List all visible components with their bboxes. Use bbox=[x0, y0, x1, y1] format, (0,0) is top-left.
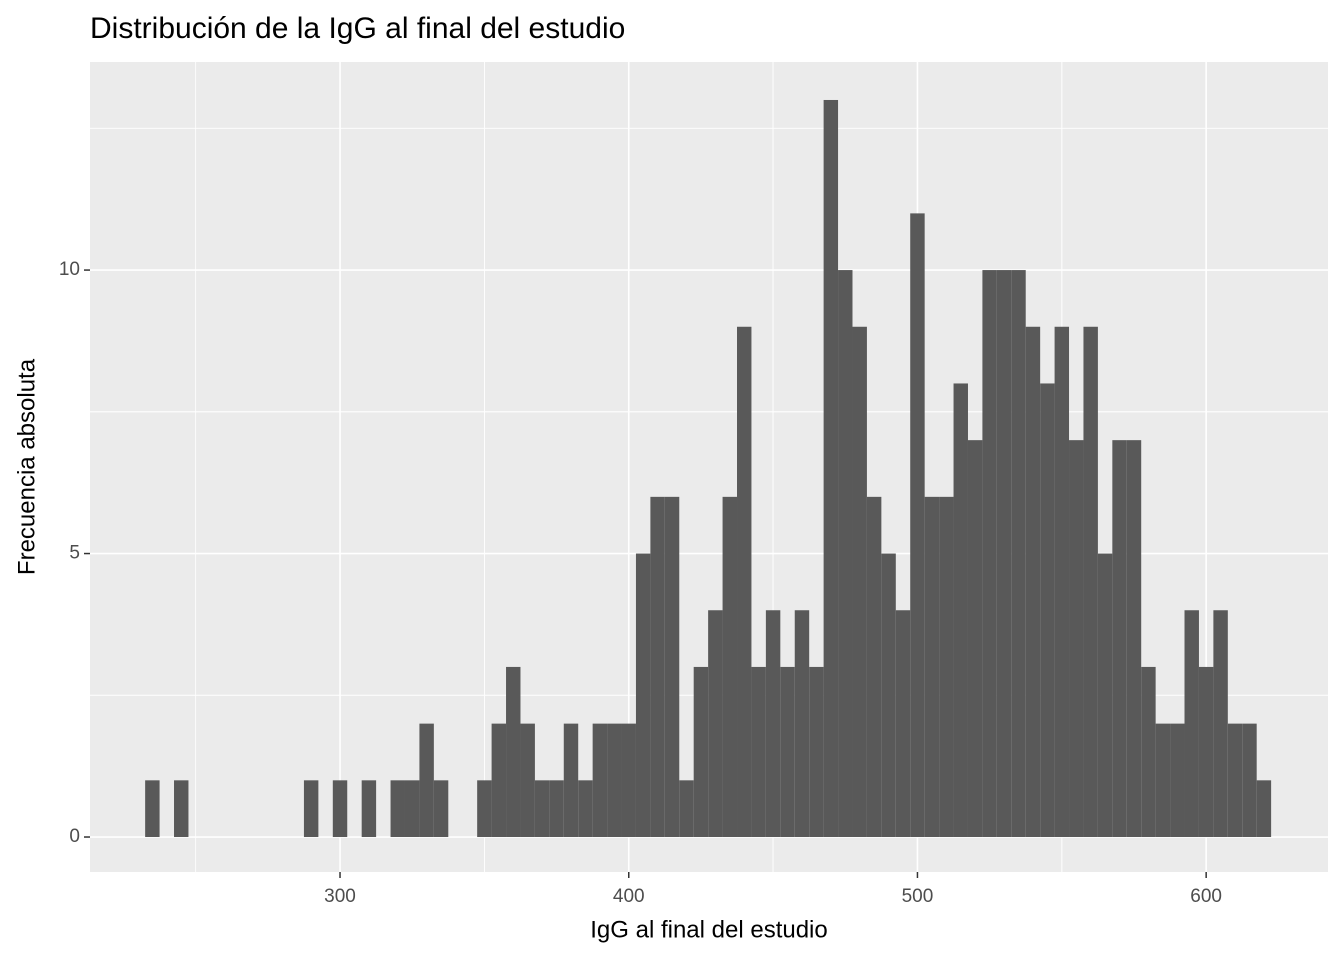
bar bbox=[332, 780, 348, 838]
bar bbox=[592, 723, 608, 838]
bar bbox=[939, 496, 954, 838]
bar bbox=[1112, 440, 1127, 838]
bar bbox=[361, 780, 377, 838]
bar bbox=[910, 213, 925, 838]
bar bbox=[477, 780, 492, 838]
y-tick-label: 10 bbox=[59, 259, 80, 280]
bar bbox=[780, 666, 795, 838]
x-tick-label: 400 bbox=[613, 886, 645, 907]
bar bbox=[390, 780, 405, 838]
bar bbox=[967, 440, 983, 838]
bar bbox=[838, 270, 853, 838]
bar bbox=[607, 723, 622, 838]
bar bbox=[563, 723, 579, 838]
chart-title: Distribución de la IgG al final del estu… bbox=[90, 12, 625, 45]
bar bbox=[823, 99, 839, 838]
bar bbox=[722, 496, 738, 838]
bar bbox=[549, 780, 564, 838]
bar bbox=[794, 610, 810, 838]
y-axis-label: Frecuencia absoluta bbox=[13, 358, 40, 575]
bar bbox=[1011, 270, 1026, 838]
x-tick-label: 600 bbox=[1190, 886, 1222, 907]
bar bbox=[679, 780, 694, 838]
bar bbox=[1126, 440, 1142, 838]
bar bbox=[433, 780, 449, 838]
bar bbox=[708, 610, 723, 838]
bar bbox=[765, 610, 781, 838]
bar bbox=[506, 666, 521, 838]
x-tick-label: 300 bbox=[324, 886, 356, 907]
bar bbox=[1213, 610, 1228, 838]
bar bbox=[751, 666, 766, 838]
bar bbox=[737, 326, 752, 838]
bar bbox=[924, 496, 940, 838]
bar bbox=[635, 553, 651, 838]
bar bbox=[1256, 780, 1272, 838]
bar bbox=[1170, 723, 1185, 838]
x-tick-label: 500 bbox=[902, 886, 934, 907]
bar bbox=[174, 780, 189, 838]
bar bbox=[895, 610, 911, 838]
bar bbox=[664, 496, 680, 838]
bar bbox=[1242, 723, 1257, 838]
bar bbox=[621, 723, 636, 838]
bar bbox=[809, 666, 824, 838]
bar bbox=[534, 780, 550, 838]
bar bbox=[1227, 723, 1243, 838]
bar bbox=[1069, 440, 1084, 838]
bar bbox=[1040, 383, 1055, 838]
bar bbox=[404, 780, 420, 838]
bar bbox=[578, 780, 593, 838]
bar bbox=[1097, 553, 1113, 838]
bar bbox=[1054, 326, 1070, 838]
bar bbox=[650, 496, 665, 838]
bar bbox=[1083, 326, 1098, 838]
bar bbox=[1184, 610, 1199, 838]
bar bbox=[1155, 723, 1171, 838]
bar bbox=[1198, 666, 1214, 838]
bar bbox=[996, 270, 1012, 838]
bar bbox=[866, 496, 882, 838]
bar bbox=[1025, 326, 1041, 838]
y-tick-label: 5 bbox=[69, 543, 80, 564]
bar bbox=[303, 780, 319, 838]
bar bbox=[419, 723, 434, 838]
bar bbox=[953, 383, 968, 838]
bar bbox=[491, 723, 507, 838]
bars bbox=[145, 99, 1272, 838]
bar bbox=[881, 553, 896, 838]
bar bbox=[1141, 666, 1156, 838]
bar bbox=[145, 780, 160, 838]
y-tick-label: 0 bbox=[69, 826, 80, 847]
bar bbox=[852, 326, 867, 838]
x-axis-label: IgG al final del estudio bbox=[590, 916, 827, 943]
bar bbox=[982, 270, 997, 838]
bar bbox=[693, 666, 709, 838]
bar bbox=[520, 723, 535, 838]
